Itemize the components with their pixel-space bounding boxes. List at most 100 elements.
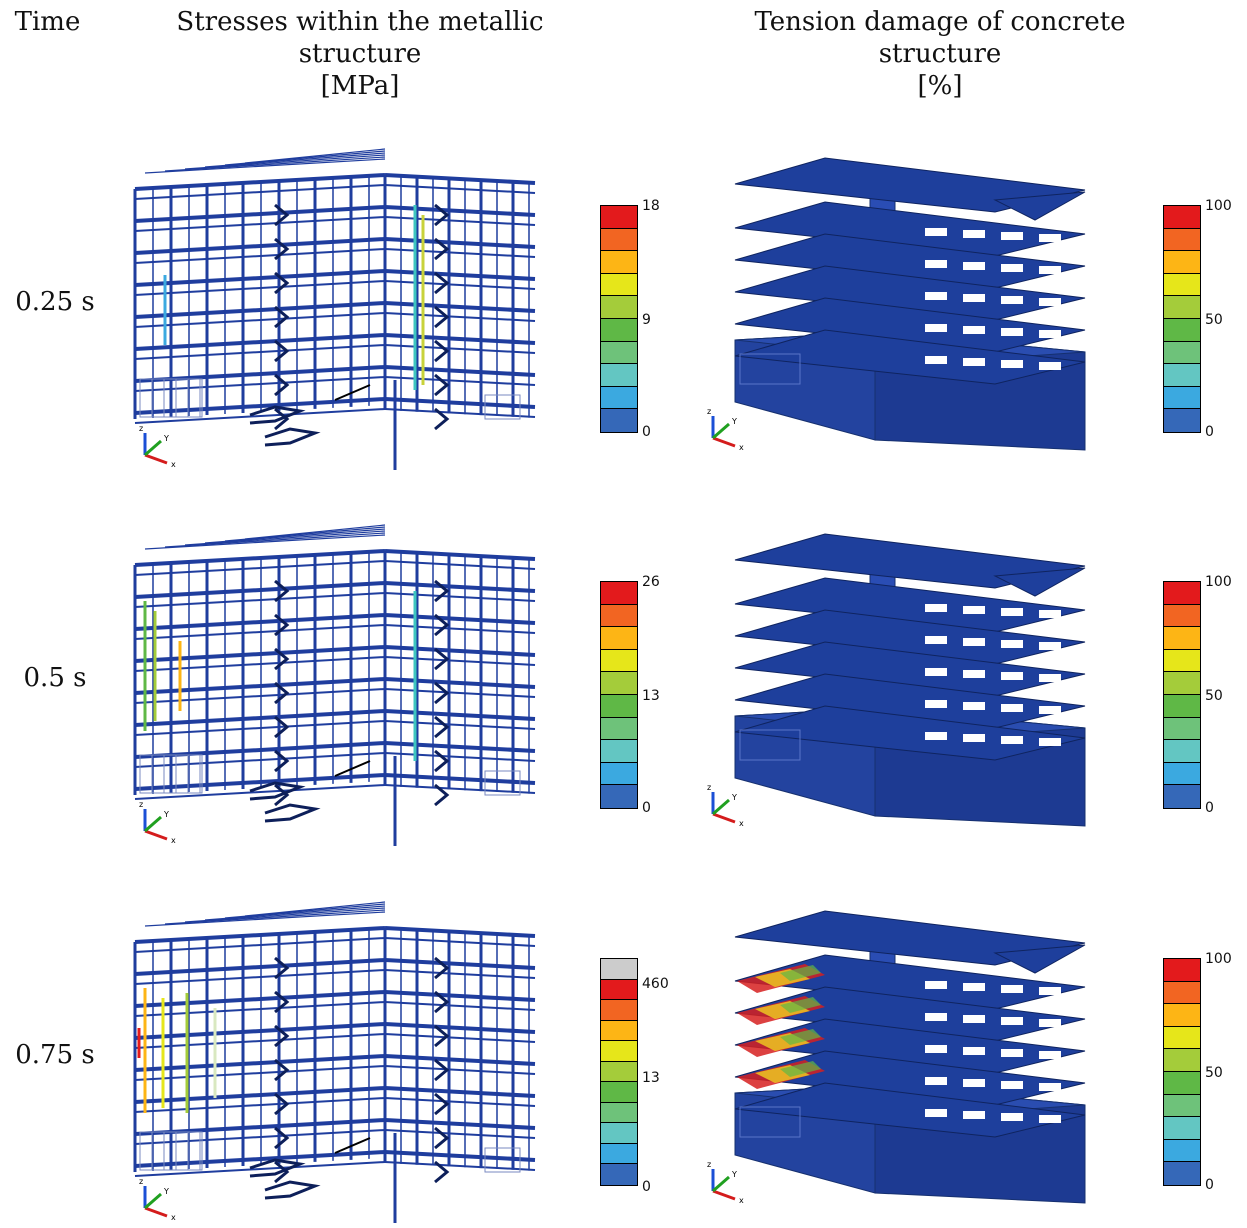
- axis-z-label: z: [139, 1177, 143, 1186]
- concrete-model: z Yx: [707, 910, 1086, 1205]
- colorbar-segment: [1164, 251, 1200, 274]
- colorbar: [1163, 581, 1201, 809]
- colorbar-segment: [1164, 785, 1200, 808]
- time-label-row-2: 0.5 s: [23, 663, 87, 693]
- colorbar-segment: [601, 740, 637, 763]
- time-header: Time: [14, 7, 81, 37]
- floor-slab: [734, 157, 1086, 213]
- colorbar-segment: [1164, 296, 1200, 319]
- colorbar-segment: [1164, 1162, 1200, 1185]
- colorbar: [600, 205, 638, 433]
- colorbar-segment: [1164, 959, 1200, 982]
- colorbar-tick-label: 0: [642, 800, 651, 816]
- colorbar-tick-label: 100: [1205, 198, 1232, 214]
- floor-slab: [734, 1018, 1086, 1074]
- colorbar-segment: [601, 1102, 637, 1124]
- colorbar-tick-label: 9: [642, 312, 651, 328]
- axis-triad: z Yx: [707, 783, 744, 828]
- colorbar-segment: [601, 694, 637, 718]
- colorbar-segment: [601, 318, 637, 342]
- axis-y-label: Y: [163, 1187, 169, 1196]
- floor-slab: [734, 329, 1086, 385]
- colorbar-segment: [1164, 273, 1200, 297]
- colorbar-tick-label: 18: [642, 198, 660, 214]
- colorbar-tick-label: 0: [642, 424, 651, 440]
- colorbar-segment: [1164, 206, 1200, 229]
- stress-title-text: Stresses within the metallic structure: [176, 7, 544, 69]
- colorbar-segment: [601, 364, 637, 387]
- colorbar-segment: [601, 296, 637, 319]
- time-label-row-1: 0.25 s: [15, 287, 95, 317]
- colorbar-segment: [1164, 228, 1200, 252]
- colorbar: [1163, 205, 1201, 433]
- time-label-row-3: 0.75 s: [15, 1040, 95, 1070]
- damage-title-text: Tension damage of concrete structure: [754, 7, 1126, 69]
- damage-title: Tension damage of concrete structure [%]: [700, 6, 1180, 102]
- colorbar-segment: [1164, 717, 1200, 741]
- colorbar: [1163, 958, 1201, 1186]
- axis-z-label: z: [139, 424, 143, 433]
- concrete-model: z Yx: [707, 533, 1086, 828]
- steel-frame-model: z Yx: [133, 524, 536, 846]
- colorbar-segment: [601, 959, 637, 980]
- colorbar-tick-label: 50: [1205, 688, 1223, 704]
- axis-triad: z Yx: [139, 1177, 176, 1222]
- colorbar-segment: [601, 1164, 637, 1185]
- colorbar-segment: [601, 341, 637, 365]
- colorbar-tick-label: 100: [1205, 951, 1232, 967]
- colorbar-segment: [601, 1143, 637, 1165]
- colorbar-segment: [1164, 672, 1200, 695]
- colorbar-segment: [1164, 981, 1200, 1005]
- colorbar-segment: [601, 762, 637, 786]
- damage-unit: [%]: [917, 71, 963, 101]
- colorbar-segment: [1164, 1139, 1200, 1163]
- colorbar-segment: [1164, 1026, 1200, 1050]
- axis-x-label: x: [171, 460, 176, 469]
- colorbar-segment: [601, 206, 637, 229]
- colorbar-segment: [601, 979, 637, 1001]
- colorbar-tick-label: 100: [1205, 574, 1232, 590]
- colorbar-tick-label: 0: [1205, 800, 1214, 816]
- colorbar-tick-label: 0: [1205, 1177, 1214, 1193]
- axis-triad: z Yx: [707, 407, 744, 452]
- floor-slab: [734, 1082, 1086, 1138]
- colorbar-segment: [1164, 1071, 1200, 1095]
- stress-title: Stresses within the metallic structure […: [130, 6, 590, 102]
- colorbar-tick-label: 0: [1205, 424, 1214, 440]
- colorbar-segment: [1164, 1094, 1200, 1118]
- axis-y-label: Y: [163, 810, 169, 819]
- colorbar-segment: [601, 409, 637, 432]
- colorbar-segment: [1164, 627, 1200, 650]
- axis-y-label: Y: [731, 793, 737, 802]
- concrete-model: z Yx: [707, 157, 1086, 452]
- colorbar: [600, 581, 638, 809]
- axis-z-label: z: [707, 783, 711, 792]
- floor-slab: [734, 533, 1086, 589]
- colorbar-tick-label: 26: [642, 574, 660, 590]
- steel-frame-model: z Yx: [133, 901, 536, 1223]
- axis-x-label: x: [171, 1213, 176, 1222]
- colorbar-tick-label: 0: [642, 1179, 651, 1195]
- colorbar-tick-label: 50: [1205, 312, 1223, 328]
- colorbar-segment: [1164, 740, 1200, 763]
- colorbar-segment: [601, 582, 637, 605]
- colorbar-segment: [1164, 1049, 1200, 1072]
- colorbar-segment: [1164, 1117, 1200, 1140]
- colorbar-segment: [1164, 604, 1200, 628]
- colorbar-segment: [1164, 409, 1200, 432]
- axis-x-label: x: [739, 1196, 744, 1205]
- axis-x-label: x: [171, 836, 176, 845]
- colorbar-segment: [601, 1041, 637, 1062]
- colorbar-segment: [601, 785, 637, 808]
- colorbar-segment: [601, 717, 637, 741]
- colorbar-segment: [1164, 386, 1200, 410]
- axis-z-label: z: [707, 407, 711, 416]
- colorbar-segment: [1164, 762, 1200, 786]
- colorbar-segment: [1164, 1004, 1200, 1027]
- axis-z-label: z: [139, 800, 143, 809]
- colorbar-segment: [1164, 694, 1200, 718]
- axis-x-label: x: [739, 819, 744, 828]
